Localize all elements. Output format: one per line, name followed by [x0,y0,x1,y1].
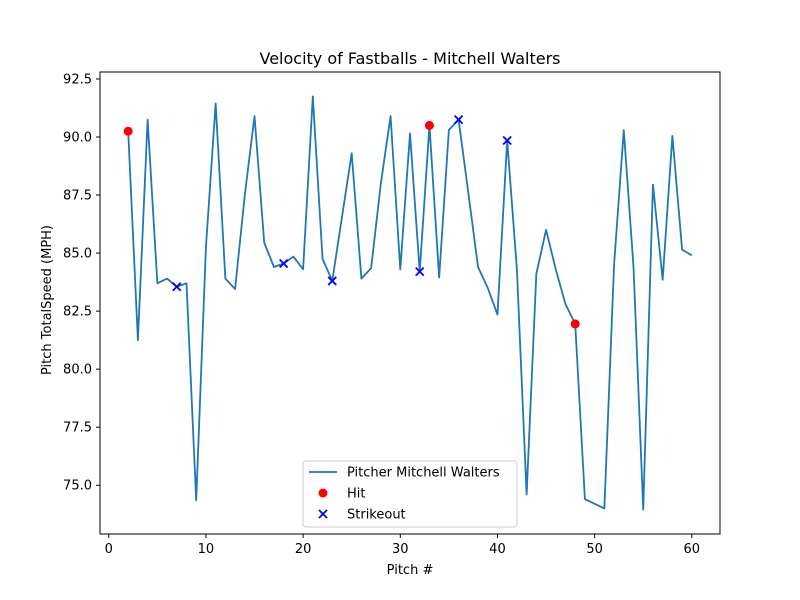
y-tick-label: 90.0 [63,131,92,146]
y-tick-label: 75.0 [63,479,92,494]
plot-area [99,71,721,535]
x-tick-label: 60 [684,542,701,557]
hit-point [424,120,434,130]
x-tick-label: 40 [489,542,506,557]
legend-strikeout-swatch [318,509,328,519]
series-layer [123,95,693,511]
legend-box [302,460,518,528]
strikeout-point [327,276,337,286]
y-tick-label: 80.0 [63,363,92,378]
x-tick-label: 50 [586,542,603,557]
strikeout-point [502,135,512,146]
strikeout-mark-stroke [172,282,182,292]
legend-label: Strikeout [347,508,406,523]
strikeout-mark-stroke [279,258,289,269]
y-tick-label: 92.5 [63,72,92,87]
x-tick-label: 20 [295,542,312,557]
x-axis: 0 10 20 30 40 50 60 [105,534,700,557]
chart-title: Velocity of Fastballs - Mitchell Walters [260,49,561,68]
legend: Pitcher Mitchell Walters Hit Strikeout [302,460,518,528]
y-tick-label: 82.5 [63,305,92,320]
strikeout-point [279,258,289,269]
x-tick-label: 0 [105,542,113,557]
legend-label: Hit [347,487,365,502]
x-tick-label: 10 [198,542,215,557]
plot-frame [99,71,721,535]
strikeout-mark-stroke [327,276,337,286]
strikeout-point [415,267,425,277]
strikeout-point [453,114,464,125]
legend-hit-swatch [318,488,328,498]
y-axis-label: Pitch TotalSpeed (MPH) [40,225,55,375]
x-axis-label: Pitch # [387,563,434,578]
legend-strikeout-stroke [318,509,328,519]
strikeout-mark-stroke [502,135,512,146]
strikeout-point [172,282,182,292]
y-axis: 75.0 77.5 80.0 82.5 85.0 87.5 90.0 92.5 [63,72,100,494]
y-tick-label: 77.5 [63,421,92,436]
x-tick-label: 30 [392,542,409,557]
hit-point [570,319,580,329]
hit-point [123,126,133,136]
strikeout-mark-stroke [453,114,464,125]
y-tick-label: 85.0 [63,247,92,262]
legend-label: Pitcher Mitchell Walters [347,466,500,481]
series-line [127,95,693,511]
y-tick-label: 87.5 [63,189,92,204]
strikeout-mark-stroke [415,267,425,277]
